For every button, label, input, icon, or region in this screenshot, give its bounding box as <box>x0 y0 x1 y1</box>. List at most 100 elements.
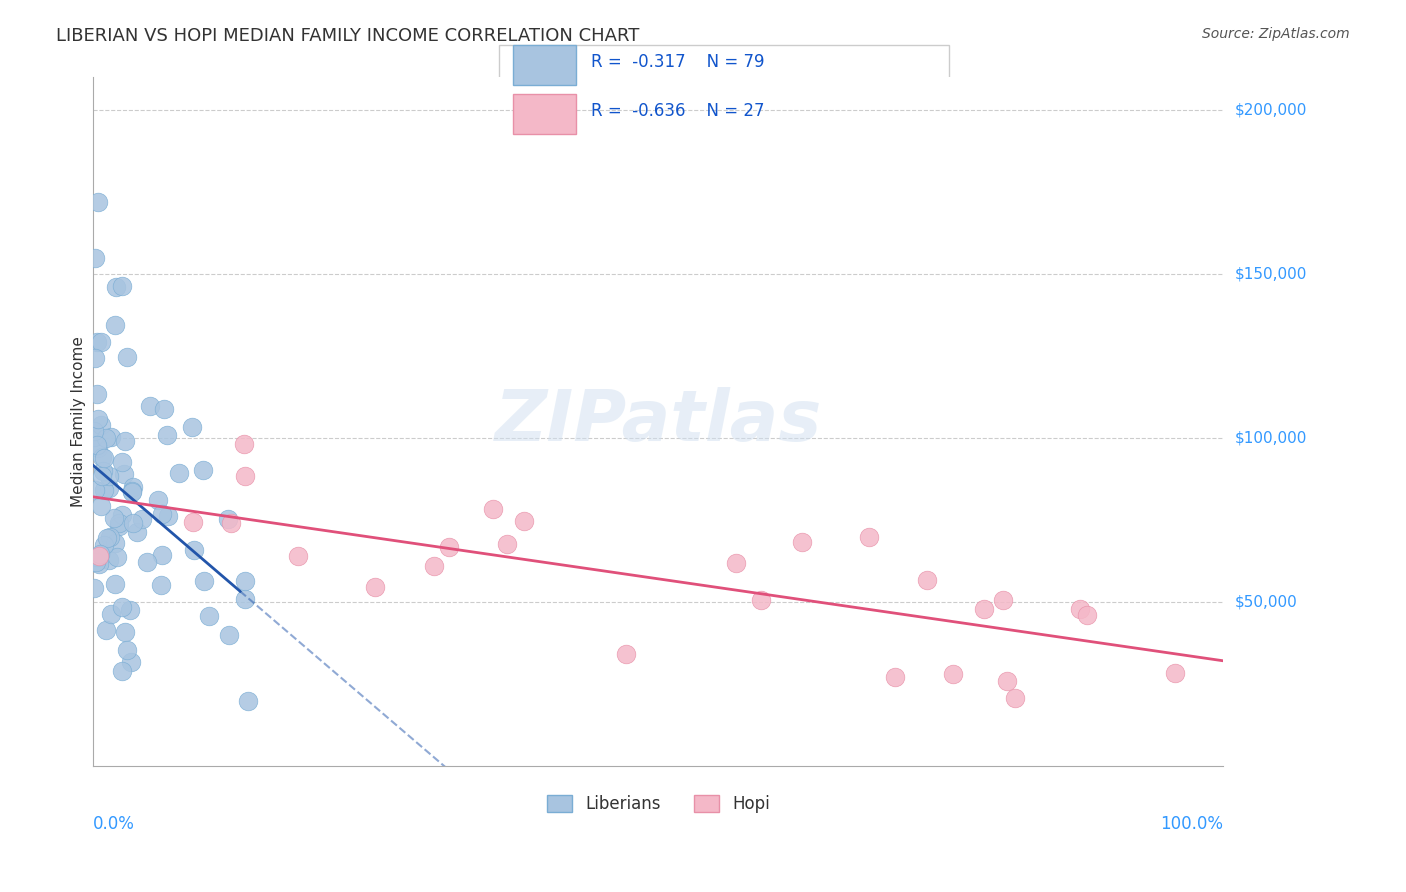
Point <box>942 667 965 681</box>
Point <box>287 549 309 563</box>
Point <box>120 603 142 617</box>
Point <box>181 516 204 530</box>
Point <box>423 559 446 574</box>
Point <box>115 350 138 364</box>
Point <box>96 623 118 637</box>
Point <box>496 537 519 551</box>
Point <box>749 593 772 607</box>
Point <box>86 195 108 210</box>
Point <box>98 481 121 495</box>
Point <box>152 548 174 562</box>
Point <box>167 466 190 480</box>
Text: $150,000: $150,000 <box>1234 267 1308 282</box>
Point <box>104 280 127 294</box>
Point <box>86 549 108 564</box>
Point <box>108 518 131 533</box>
Point <box>238 694 260 708</box>
Point <box>973 602 995 616</box>
Point <box>724 557 747 571</box>
Point <box>96 532 118 546</box>
Point <box>90 500 112 514</box>
Point <box>136 555 159 569</box>
Point <box>114 624 136 639</box>
Point <box>915 573 938 587</box>
Point <box>148 492 170 507</box>
Point <box>104 576 127 591</box>
Point <box>90 417 112 432</box>
Point <box>1069 602 1091 616</box>
Point <box>1164 666 1187 681</box>
Point <box>157 508 180 523</box>
Point <box>233 574 256 588</box>
Point <box>127 524 149 539</box>
Point <box>98 468 121 483</box>
Point <box>90 450 112 464</box>
Point <box>105 549 128 564</box>
Point <box>87 557 110 571</box>
Point <box>1004 691 1026 706</box>
Point <box>233 437 256 451</box>
Point <box>364 580 387 594</box>
Text: LIBERIAN VS HOPI MEDIAN FAMILY INCOME CORRELATION CHART: LIBERIAN VS HOPI MEDIAN FAMILY INCOME CO… <box>56 27 640 45</box>
Point <box>84 483 107 498</box>
Point <box>93 483 115 498</box>
Point <box>991 592 1014 607</box>
Point <box>1076 607 1098 622</box>
Point <box>218 628 240 642</box>
Point <box>997 673 1019 688</box>
Point <box>233 592 256 607</box>
Text: $50,000: $50,000 <box>1234 595 1298 610</box>
Point <box>481 502 503 516</box>
Point <box>87 412 110 426</box>
Point <box>83 581 105 595</box>
Point <box>792 534 814 549</box>
Y-axis label: Median Family Income: Median Family Income <box>72 336 86 508</box>
Point <box>94 431 117 445</box>
Point <box>198 608 221 623</box>
Point <box>111 455 134 469</box>
Point <box>93 451 115 466</box>
Point <box>150 507 173 521</box>
Point <box>86 334 108 349</box>
Point <box>153 402 176 417</box>
Point <box>193 574 215 588</box>
Point <box>91 468 114 483</box>
Text: ZIPatlas: ZIPatlas <box>495 387 823 457</box>
Point <box>110 508 132 523</box>
Point <box>83 430 105 444</box>
Legend: Liberians, Hopi: Liberians, Hopi <box>540 789 776 820</box>
Point <box>183 542 205 557</box>
Point <box>513 515 536 529</box>
Point <box>121 485 143 500</box>
Text: $200,000: $200,000 <box>1234 103 1308 118</box>
Point <box>156 428 179 442</box>
Point <box>83 424 105 438</box>
Point <box>100 607 122 621</box>
Point <box>122 480 145 494</box>
Point <box>84 555 107 569</box>
Point <box>235 468 257 483</box>
Point <box>84 351 107 365</box>
Point <box>90 335 112 350</box>
Point <box>121 483 143 498</box>
Point <box>100 430 122 444</box>
Point <box>117 643 139 657</box>
Text: $100,000: $100,000 <box>1234 431 1308 446</box>
Point <box>221 516 243 530</box>
Point <box>110 599 132 614</box>
Point <box>111 278 134 293</box>
Point <box>93 539 115 553</box>
Point <box>131 511 153 525</box>
Point <box>437 541 460 555</box>
Point <box>89 547 111 561</box>
Point <box>181 420 204 434</box>
Point <box>138 399 160 413</box>
Text: 0.0%: 0.0% <box>93 814 135 832</box>
Text: 100.0%: 100.0% <box>1160 814 1223 832</box>
Point <box>91 464 114 478</box>
Point <box>111 664 134 678</box>
Point <box>616 648 638 662</box>
Point <box>98 530 121 544</box>
Point <box>104 535 127 549</box>
Text: Source: ZipAtlas.com: Source: ZipAtlas.com <box>1202 27 1350 41</box>
